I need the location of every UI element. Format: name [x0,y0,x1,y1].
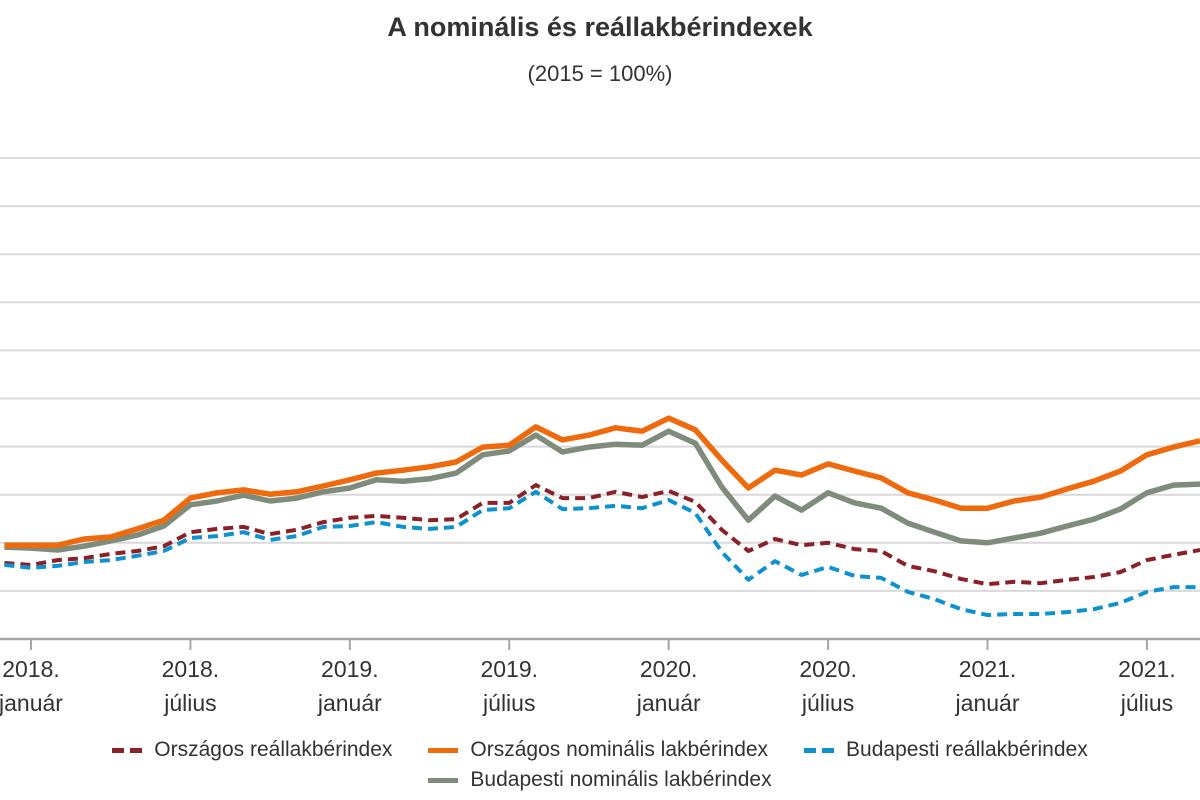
legend-item: Budapesti reállakbérindex [804,736,1088,764]
legend-label: Országos nominális lakbérindex [470,738,769,761]
x-tick-label-year: 2020. [799,656,857,682]
x-tick-label-year: 2021. [1118,656,1176,682]
x-tick-label-month: január [955,690,1020,716]
x-tick-label-month: július [801,690,854,716]
x-tick-label-year: 2018. [2,656,60,682]
x-tick-label-month: július [482,690,535,716]
x-tick-label-year: 2019. [480,656,538,682]
x-tick-label-year: 2019. [321,656,379,682]
x-tick-label-year: 2020. [640,656,698,682]
x-tick-label-year: 2018. [162,656,220,682]
legend: Országos reállakbérindex Országos nominál… [0,736,1200,794]
series-line-2 [4,489,1200,617]
legend-label: Budapesti nominális lakbérindex [470,768,772,791]
x-tick-label-month: január [317,690,382,716]
x-tick-label-month: július [163,690,216,716]
x-tick-label-year: 2021. [959,656,1017,682]
legend-label: Budapesti reállakbérindex [846,738,1088,761]
chart-subtitle: (2015 = 100%) [527,61,673,86]
series-line-3 [4,428,1200,553]
line-chart: 2018. január 2018. július 2019. január 2019. jú… [0,157,1200,716]
legend-swatch [428,747,459,753]
legend-item: Országos nominális lakbérindex [428,736,768,764]
legend-item: Budapesti nominális lakbérindex [428,766,772,794]
x-tick-label-month: január [0,690,63,716]
x-tick-label-month: július [1120,690,1173,716]
legend-label: Országos reállakbérindex [154,738,393,761]
legend-item: Országos reállakbérindex [112,736,392,764]
series-line-1 [4,415,1200,548]
x-tick-label-month: január [636,690,701,716]
chart-title: A nominális és reállakbérindexek [387,12,813,42]
legend-swatch [804,747,835,753]
legend-swatch [428,777,459,783]
legend-swatch [112,747,143,753]
